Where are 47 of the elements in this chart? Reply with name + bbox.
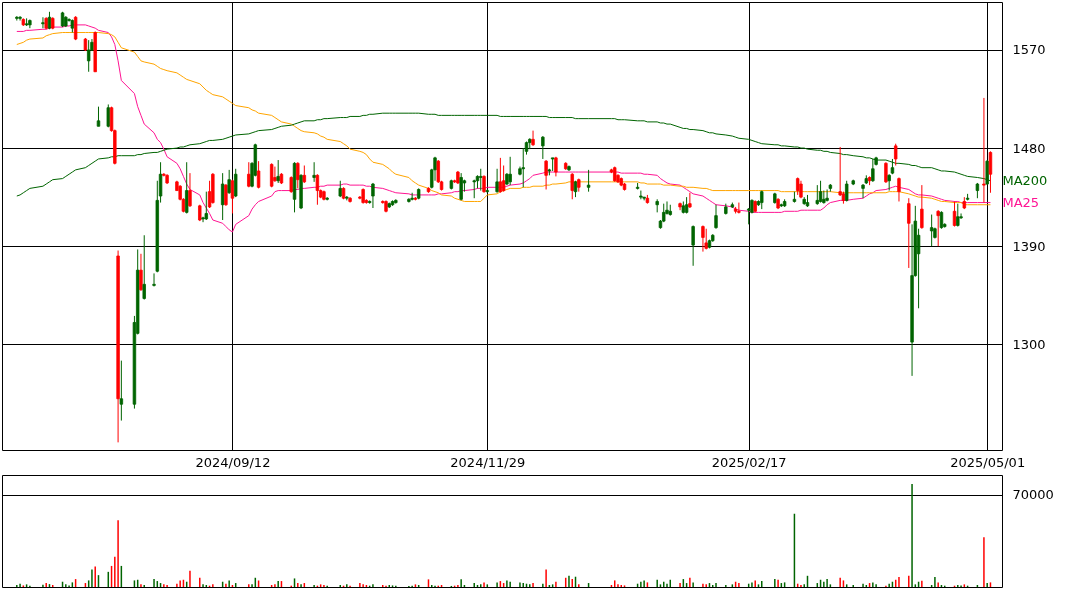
candlestick <box>920 184 924 230</box>
candlestick <box>825 188 829 202</box>
candlestick <box>119 360 124 422</box>
y-tick-label: 1300 <box>1012 336 1046 352</box>
candlestick <box>894 143 898 166</box>
candlestick <box>188 172 192 208</box>
candlestick <box>227 169 231 195</box>
candlestick <box>714 204 718 230</box>
candlestick <box>312 161 316 183</box>
candlestick <box>498 157 503 194</box>
candlestick <box>224 183 228 207</box>
line-series <box>16 112 991 197</box>
y-tick-label: 1390 <box>1012 238 1046 254</box>
candlestick <box>952 200 957 228</box>
series-label: MA25 <box>1002 194 1040 210</box>
x-tick-label: 2024/09/12 <box>195 454 271 470</box>
candlestick <box>273 166 277 183</box>
candlestick <box>531 130 535 147</box>
candlestick <box>407 197 411 204</box>
candlestick <box>234 168 238 198</box>
y-tick-label: 1480 <box>1012 140 1046 156</box>
candlestick <box>139 253 143 292</box>
x-tick-label: 2025/02/17 <box>711 454 787 470</box>
x-tick-label: 2025/05/01 <box>950 454 1026 470</box>
candlestick <box>142 234 146 301</box>
candlestick <box>152 272 156 287</box>
candlestick <box>688 192 692 209</box>
candlestick <box>185 161 189 214</box>
candlestick <box>220 172 225 221</box>
candlestick <box>815 184 819 206</box>
candlestick <box>586 169 591 193</box>
candlestick <box>884 161 888 184</box>
candlestick <box>956 203 960 228</box>
candlestick <box>897 176 901 202</box>
series-label: MA200 <box>1002 172 1048 188</box>
candlestick <box>691 224 695 267</box>
candlestick <box>256 160 261 189</box>
candlestick <box>296 161 300 189</box>
candlestick <box>247 161 251 188</box>
candlestick <box>541 135 545 160</box>
x-tick-label: 2024/11/29 <box>450 454 526 470</box>
y-tick-label: 70000 <box>1012 487 1054 503</box>
candlestick <box>495 168 499 194</box>
candlestick <box>96 106 101 127</box>
candlestick <box>907 197 911 269</box>
y-tick-label: 1570 <box>1012 42 1046 58</box>
candlestick <box>230 179 235 214</box>
